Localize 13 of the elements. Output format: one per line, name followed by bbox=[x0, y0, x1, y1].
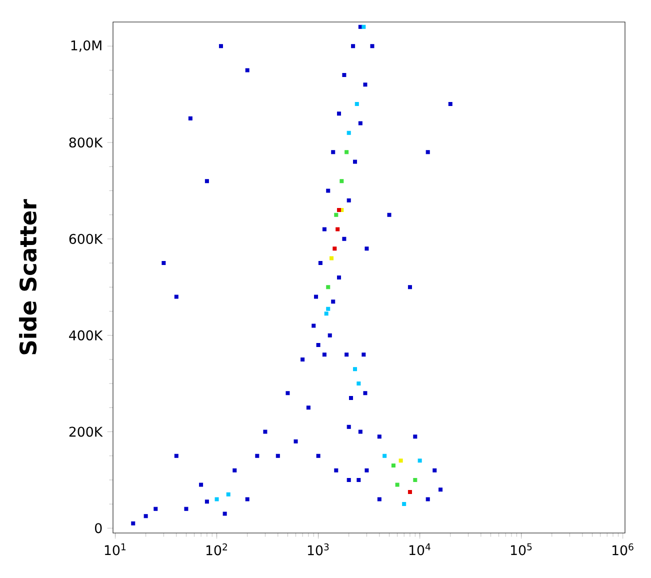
y-tick-label: 800K bbox=[69, 137, 103, 148]
x-tick-label: 10$^{6}$ bbox=[612, 543, 634, 556]
x-tick-label: 10$^{5}$ bbox=[511, 543, 532, 556]
y-axis-title: Side Scatter bbox=[19, 199, 37, 354]
y-tick-label: 400K bbox=[69, 330, 103, 340]
y-tick-label: 600K bbox=[69, 234, 103, 244]
y-tick-label: 200K bbox=[69, 426, 103, 437]
x-tick-label: 10$^{4}$ bbox=[409, 543, 430, 556]
y-tick-label: 1,0M bbox=[71, 40, 102, 52]
x-tick-label: 10$^{1}$ bbox=[104, 543, 126, 556]
y-tick-label: 0 bbox=[95, 523, 102, 534]
x-tick-label: 10$^{3}$ bbox=[308, 543, 329, 556]
x-tick-label: 10$^{2}$ bbox=[206, 543, 227, 556]
